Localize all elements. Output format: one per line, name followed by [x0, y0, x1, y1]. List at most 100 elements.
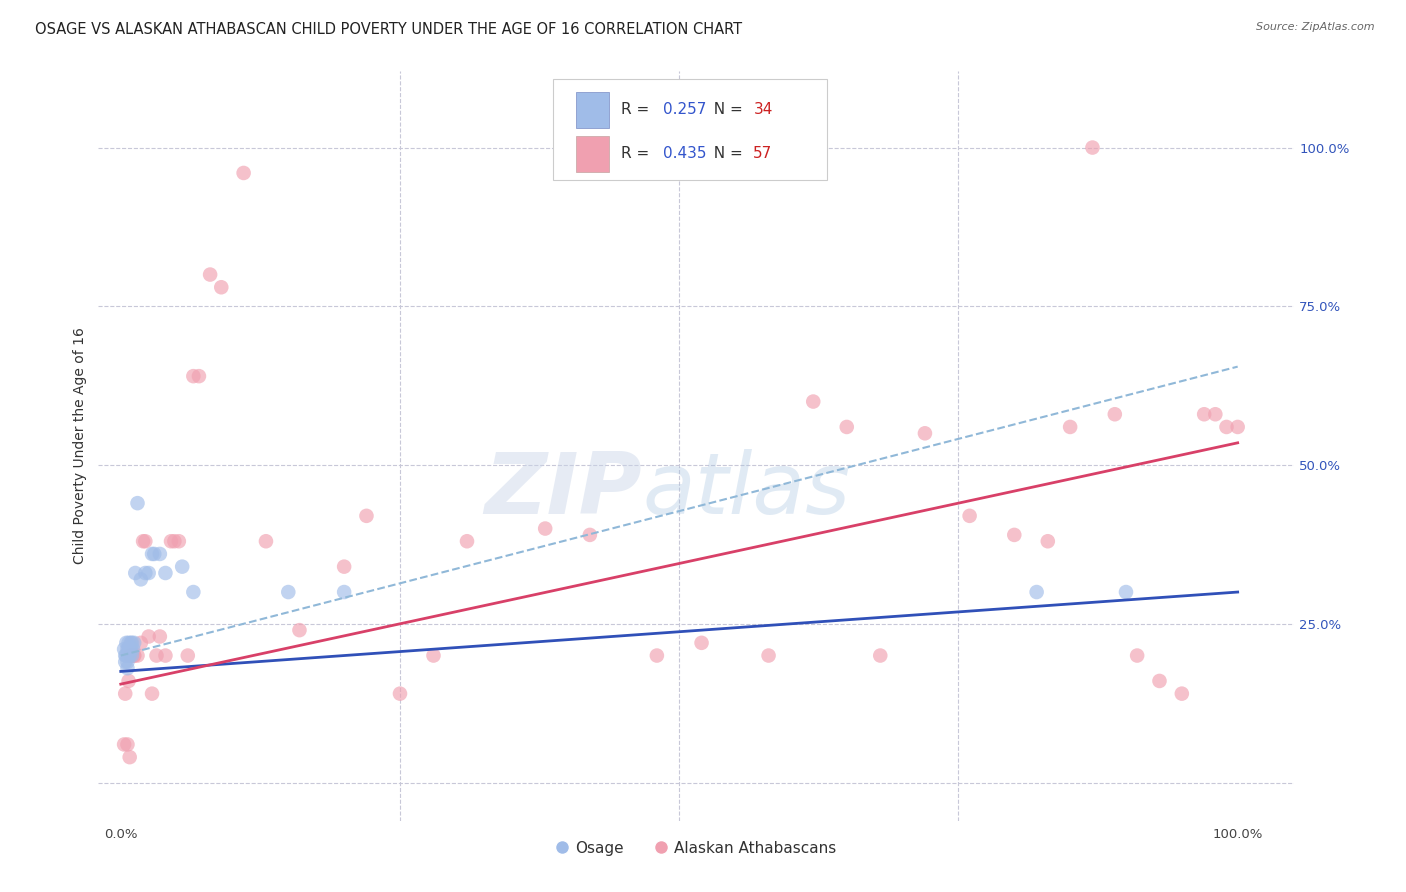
Point: [118, 750, 141, 764]
Point: [117, 648, 139, 663]
Point: [114, 648, 136, 663]
Point: [456, 534, 478, 549]
Text: R =: R =: [620, 102, 654, 117]
Point: [167, 534, 190, 549]
Point: [1149, 673, 1171, 688]
Point: [138, 630, 160, 644]
Point: [115, 648, 138, 663]
Point: [183, 585, 205, 599]
Point: [114, 687, 136, 701]
Text: ZIP: ZIP: [485, 450, 643, 533]
Point: [645, 648, 668, 663]
Point: [801, 394, 824, 409]
Point: [138, 566, 160, 580]
Point: [388, 687, 411, 701]
Text: N =: N =: [704, 146, 748, 161]
Point: [122, 648, 145, 663]
Point: [127, 496, 149, 510]
Point: [117, 642, 139, 657]
Point: [122, 648, 145, 663]
Point: [141, 687, 163, 701]
Point: [120, 642, 142, 657]
Point: [183, 369, 205, 384]
Point: [333, 585, 356, 599]
Text: R =: R =: [620, 146, 654, 161]
Point: [121, 636, 143, 650]
Point: [914, 426, 936, 441]
Point: [254, 534, 277, 549]
FancyBboxPatch shape: [576, 92, 609, 128]
Text: 0.435: 0.435: [662, 146, 706, 161]
Point: [112, 738, 135, 752]
Point: [1036, 534, 1059, 549]
Point: [758, 648, 780, 663]
Point: [187, 369, 209, 384]
Point: [127, 648, 149, 663]
Point: [1126, 648, 1149, 663]
Text: N =: N =: [704, 102, 748, 117]
Point: [277, 585, 299, 599]
Point: [118, 648, 141, 663]
Point: [118, 648, 141, 663]
Point: [145, 648, 167, 663]
Point: [132, 534, 155, 549]
Text: 0.257: 0.257: [662, 102, 706, 117]
Point: [1104, 407, 1126, 421]
Point: [959, 508, 981, 523]
Point: [534, 522, 557, 536]
Point: [579, 528, 602, 542]
Point: [155, 648, 177, 663]
Point: [835, 420, 858, 434]
Point: [333, 559, 356, 574]
Point: [143, 547, 166, 561]
Point: [117, 636, 139, 650]
Point: [160, 534, 183, 549]
Point: [198, 268, 221, 282]
Point: [120, 636, 142, 650]
Point: [177, 648, 200, 663]
Point: [1226, 420, 1249, 434]
Text: 34: 34: [754, 102, 773, 117]
Point: [118, 642, 141, 657]
Point: [114, 655, 136, 669]
Point: [117, 673, 139, 688]
Point: [1204, 407, 1226, 421]
Point: [122, 636, 145, 650]
Point: [122, 642, 145, 657]
Point: [149, 630, 172, 644]
Point: [356, 508, 378, 523]
Point: [1059, 420, 1081, 434]
Point: [1171, 687, 1194, 701]
Point: [1002, 528, 1025, 542]
Point: [155, 566, 177, 580]
Point: [1115, 585, 1137, 599]
Point: [172, 559, 194, 574]
Legend: Osage, Alaskan Athabascans: Osage, Alaskan Athabascans: [550, 835, 842, 862]
Point: [117, 642, 139, 657]
FancyBboxPatch shape: [576, 136, 609, 171]
Point: [209, 280, 232, 294]
Point: [1025, 585, 1047, 599]
Point: [129, 636, 152, 650]
Point: [141, 547, 163, 561]
Point: [422, 648, 444, 663]
Point: [288, 623, 311, 637]
Point: [149, 547, 172, 561]
Point: [112, 642, 135, 657]
Point: [134, 566, 156, 580]
Point: [163, 534, 186, 549]
Point: [1192, 407, 1215, 421]
Point: [134, 534, 156, 549]
Point: [115, 636, 138, 650]
Point: [1081, 140, 1104, 154]
Text: Source: ZipAtlas.com: Source: ZipAtlas.com: [1257, 22, 1375, 32]
Point: [121, 648, 143, 663]
Text: atlas: atlas: [643, 450, 851, 533]
Point: [117, 738, 139, 752]
Point: [690, 636, 713, 650]
Point: [120, 648, 142, 663]
Y-axis label: Child Poverty Under the Age of 16: Child Poverty Under the Age of 16: [73, 327, 87, 565]
Text: OSAGE VS ALASKAN ATHABASCAN CHILD POVERTY UNDER THE AGE OF 16 CORRELATION CHART: OSAGE VS ALASKAN ATHABASCAN CHILD POVERT…: [35, 22, 742, 37]
FancyBboxPatch shape: [553, 78, 827, 180]
Point: [232, 166, 254, 180]
